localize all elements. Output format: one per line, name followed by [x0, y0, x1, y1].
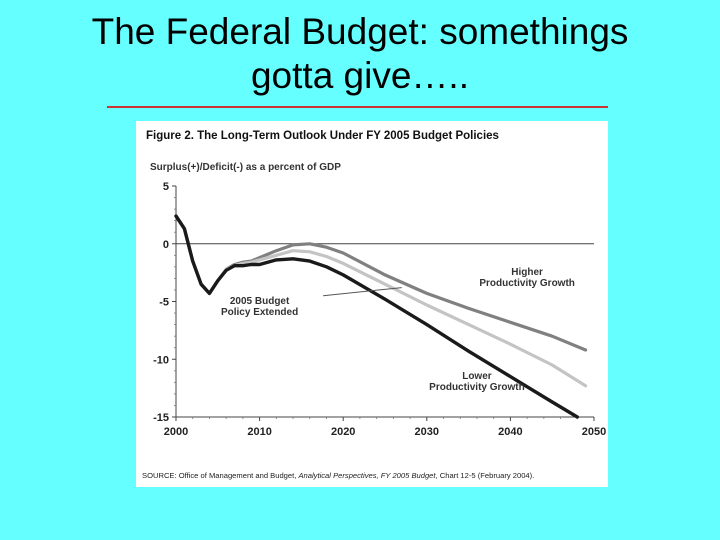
slide-title-line1: The Federal Budget: somethings	[91, 11, 629, 52]
y-tick-label: 0	[163, 239, 169, 251]
source-note-part: Analytical Perspectives, FY 2005 Budget	[297, 471, 436, 480]
slide-title-line2: gotta give…..	[250, 55, 469, 96]
annotation-line: Lower	[462, 371, 492, 382]
annotation-line: Productivity Growth	[479, 278, 575, 289]
x-tick-label: 2020	[331, 426, 355, 438]
annotation-2: 2005 Budget Policy Extended	[221, 296, 298, 318]
x-tick-label: 2050	[582, 426, 606, 438]
x-tick-label: 2000	[164, 426, 188, 438]
annotation-line: Policy Extended	[221, 307, 298, 318]
chart-figure: Figure 2. The Long-Term Outlook Under FY…	[136, 121, 608, 487]
annotation-line: Higher	[511, 267, 543, 278]
source-note: SOURCE: Office of Management and Budget,…	[142, 471, 534, 480]
annotation-1: Higher Productivity Growth	[479, 267, 575, 289]
annotation-3: Lower Productivity Growth	[429, 371, 525, 393]
source-note-part: , Chart 12-5 (February 2004).	[436, 471, 535, 480]
annotation-leader-line	[323, 287, 402, 297]
x-tick-label: 2040	[498, 426, 522, 438]
title-underline	[107, 106, 608, 108]
slide-title: The Federal Budget: somethings gotta giv…	[0, 10, 720, 98]
chart-title: Figure 2. The Long-Term Outlook Under FY…	[146, 130, 499, 142]
source-note-part: SOURCE: Office of Management and Budget,	[142, 471, 298, 480]
y-axis-label: Surplus(+)/Deficit(-) as a percent of GD…	[150, 162, 341, 173]
series-line-3	[174, 214, 579, 419]
y-tick-label: -5	[159, 297, 169, 309]
x-tick-label: 2010	[247, 426, 271, 438]
x-tick-label: 2030	[415, 426, 439, 438]
y-tick-label: -10	[153, 354, 169, 366]
annotation-line: Productivity Growth	[429, 382, 525, 393]
y-tick-label: -15	[153, 412, 169, 424]
annotation-line: 2005 Budget	[230, 296, 290, 307]
y-tick-label: 5	[163, 181, 169, 193]
chart-svg: Figure 2. The Long-Term Outlook Under FY…	[142, 130, 606, 480]
